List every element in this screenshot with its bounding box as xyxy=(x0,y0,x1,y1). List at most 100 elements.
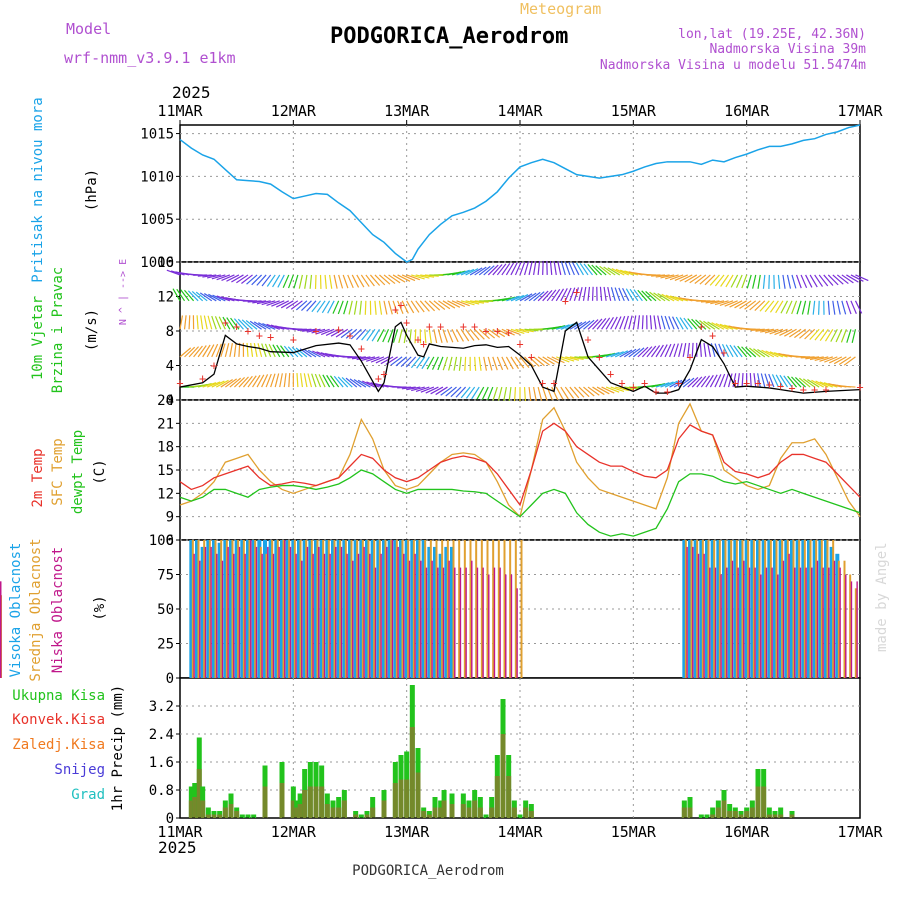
wind-barb xyxy=(689,274,702,284)
cloud-bar-mid xyxy=(696,540,699,678)
wind-barb xyxy=(651,382,666,388)
precip-bar-convective xyxy=(364,814,370,818)
wind-barb xyxy=(533,386,537,401)
wind-barb xyxy=(233,318,244,330)
cloud-bar-low xyxy=(760,574,762,678)
precip-bar-convective xyxy=(307,786,313,818)
wind-barb xyxy=(629,288,639,302)
wind-barb xyxy=(411,274,425,280)
cloud-bar-high xyxy=(744,540,749,678)
wind-barb xyxy=(353,300,358,315)
wind-gust-marker: + xyxy=(482,324,489,338)
cloud-bar-mid xyxy=(486,540,489,678)
cloud-bar-low xyxy=(357,553,360,678)
wind-barb xyxy=(274,373,280,388)
wind-barb xyxy=(329,274,333,289)
x-tick-label-top: 11MAR xyxy=(157,102,203,120)
wind-gust-marker: + xyxy=(539,376,546,390)
precip-bar-convective xyxy=(472,800,478,818)
cloud-bar-high xyxy=(263,540,267,678)
precip-bar-convective xyxy=(466,807,472,818)
wind-barb xyxy=(699,274,711,285)
wind-barb xyxy=(478,328,490,340)
cloud-bar-high xyxy=(835,553,840,678)
wind-barb xyxy=(725,344,734,358)
legend-total-precip: Ukupna Kisa xyxy=(12,688,105,704)
wind-barb xyxy=(830,328,838,342)
wind-barb xyxy=(465,386,476,399)
cloud-bar-mid xyxy=(854,588,857,678)
wind-barb xyxy=(257,343,263,358)
wind-barb xyxy=(428,329,432,344)
wind-barb xyxy=(416,356,426,369)
wind-barb xyxy=(596,386,610,395)
y-tick-label: 12 xyxy=(157,486,174,502)
wind-barb xyxy=(470,300,485,304)
cloud-bar-mid xyxy=(713,540,716,678)
cloud-bar-high xyxy=(382,540,386,678)
wind-barb xyxy=(572,262,580,276)
precip-bar-total xyxy=(766,807,772,818)
wind-barb xyxy=(807,379,820,388)
cloud-bar-low xyxy=(833,560,836,678)
cloud-bar-high xyxy=(314,540,318,678)
wind-barb xyxy=(456,328,464,342)
wind-barb xyxy=(804,328,816,340)
wind-barb xyxy=(196,315,199,330)
dewpt-line xyxy=(179,469,861,537)
wind-barb xyxy=(744,300,757,310)
wind-barb xyxy=(709,274,720,286)
precip-bar-total xyxy=(245,814,251,818)
wind-barb xyxy=(357,379,371,388)
wind-barb xyxy=(460,386,471,399)
cloud-bar-high xyxy=(767,540,772,678)
wind-barb xyxy=(833,356,847,365)
cloud-bar-high xyxy=(790,540,794,678)
wind-barb xyxy=(800,356,815,359)
wind-barb xyxy=(270,373,276,388)
wind-barb xyxy=(421,356,430,370)
wind-barb xyxy=(298,274,303,289)
wind-barb xyxy=(448,356,453,371)
cloud-bar-low xyxy=(431,560,433,678)
cloud-bar-low xyxy=(374,567,377,678)
wind-barb xyxy=(719,323,734,330)
x-tick-label-top: 16MAR xyxy=(724,102,770,120)
x-tick-label-top: 14MAR xyxy=(497,102,543,120)
precip-bar-convective xyxy=(404,779,410,818)
wind-barb xyxy=(250,342,254,357)
wind-barb xyxy=(615,268,630,276)
cloud-bar-low xyxy=(493,567,496,678)
precip-bar-convective xyxy=(200,800,206,818)
wind-barb xyxy=(505,262,515,276)
wind-barb xyxy=(347,274,354,289)
cloud-bar-mid xyxy=(220,540,223,678)
wind-barb xyxy=(764,328,779,334)
wind-barb xyxy=(537,386,543,401)
wind-gust-marker: + xyxy=(176,376,183,390)
cloud-bar-mid xyxy=(242,540,245,678)
wind-barb xyxy=(682,342,687,357)
mid-cloud-label: Srednja Oblacnost xyxy=(28,538,44,681)
wind-barb xyxy=(605,351,620,358)
x-tick-label-bottom: 15MAR xyxy=(611,823,657,841)
cloud-bar-mid xyxy=(741,540,744,678)
pressure-unit-label: (hPa) xyxy=(84,169,100,211)
wind-barb xyxy=(739,300,752,310)
wind-gust-marker: + xyxy=(397,298,404,312)
wind-barb xyxy=(749,300,761,311)
wind-barb xyxy=(371,328,380,342)
wind-barb xyxy=(431,356,439,370)
wind-gust-marker: + xyxy=(414,333,421,347)
cloud-bar-low xyxy=(244,553,246,678)
cloud-bar-mid xyxy=(407,540,410,678)
wind-barb xyxy=(382,329,390,343)
cloud-bar-low xyxy=(437,567,439,678)
wind-barb xyxy=(569,321,583,330)
wind-barb xyxy=(276,344,285,358)
cloud-bar-high xyxy=(257,540,262,678)
wind-barb xyxy=(446,329,454,343)
cloud-bar-high xyxy=(342,540,347,678)
cloud-bar-low xyxy=(414,553,416,678)
cloud-bar-low xyxy=(510,574,513,678)
